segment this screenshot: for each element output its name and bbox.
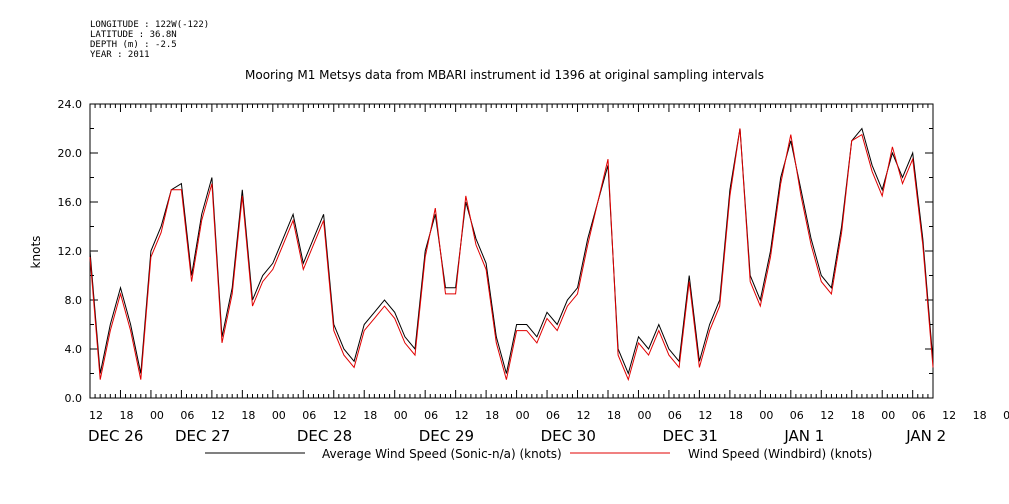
chart-title: Mooring M1 Metsys data from MBARI instru… bbox=[245, 68, 764, 82]
meta-depth: DEPTH (m) : -2.5 bbox=[90, 40, 177, 50]
x-hour-label: 18 bbox=[973, 409, 987, 422]
meta-latitude: LATITUDE : 36.8N bbox=[90, 30, 177, 40]
x-day-label: DEC 29 bbox=[419, 427, 474, 445]
x-hour-label: 00 bbox=[272, 409, 286, 422]
x-hour-label: 12 bbox=[455, 409, 469, 422]
x-hour-label: 12 bbox=[333, 409, 347, 422]
x-day-label: DEC 28 bbox=[297, 427, 352, 445]
y-tick-label: 16.0 bbox=[58, 196, 83, 209]
x-day-label: JAN 1 bbox=[783, 427, 824, 445]
x-day-label: DEC 30 bbox=[541, 427, 596, 445]
x-hour-label: 06 bbox=[912, 409, 926, 422]
meta-year: YEAR : 2011 bbox=[90, 50, 150, 60]
x-day-label: DEC 31 bbox=[662, 427, 717, 445]
x-hour-label: 12 bbox=[942, 409, 956, 422]
y-tick-label: 12.0 bbox=[58, 245, 83, 258]
meta-longitude: LONGITUDE : 122W(-122) bbox=[90, 20, 210, 30]
x-hour-label: 00 bbox=[394, 409, 408, 422]
x-day-label: DEC 26 bbox=[88, 427, 143, 445]
x-hour-label: 12 bbox=[577, 409, 591, 422]
x-hour-label: 18 bbox=[851, 409, 865, 422]
x-hour-label: 12 bbox=[820, 409, 834, 422]
x-hour-label: 18 bbox=[363, 409, 377, 422]
legend-label-average: Average Wind Speed (Sonic-n/a) (knots) bbox=[322, 447, 562, 461]
y-tick-label: 0.0 bbox=[65, 392, 83, 405]
x-hour-label: 06 bbox=[546, 409, 560, 422]
x-hour-label: 18 bbox=[729, 409, 743, 422]
x-hour-label: 06 bbox=[424, 409, 438, 422]
x-hour-label: 06 bbox=[302, 409, 316, 422]
legend-label-windbird: Wind Speed (Windbird) (knots) bbox=[688, 447, 872, 461]
x-hour-label: 00 bbox=[516, 409, 530, 422]
y-tick-label: 24.0 bbox=[58, 98, 83, 111]
x-hour-label: 18 bbox=[119, 409, 133, 422]
x-hour-label: 18 bbox=[241, 409, 255, 422]
x-day-label: DEC 27 bbox=[175, 427, 230, 445]
metadata-block: LONGITUDE : 122W(-122) LATITUDE : 36.8N … bbox=[90, 20, 209, 60]
x-hour-label: 12 bbox=[698, 409, 712, 422]
x-hour-label: 06 bbox=[790, 409, 804, 422]
y-axis-label: knots bbox=[29, 236, 43, 269]
series-average-line bbox=[89, 127, 934, 376]
x-hour-label: 00 bbox=[881, 409, 895, 422]
x-day-label: JAN 2 bbox=[905, 427, 946, 445]
x-hour-label: 12 bbox=[211, 409, 225, 422]
legend: Average Wind Speed (Sonic-n/a) (knots) W… bbox=[205, 447, 872, 461]
y-tick-label: 20.0 bbox=[58, 147, 83, 160]
x-hour-label: 12 bbox=[89, 409, 103, 422]
x-hour-label: 06 bbox=[668, 409, 682, 422]
x-axis: 12 18 00 06 12 18 00 06 12 18 00 06 12 18 00 06 12 18 00 06… bbox=[88, 104, 1009, 445]
series-windbird-line bbox=[89, 128, 934, 382]
x-hour-label: 18 bbox=[607, 409, 621, 422]
x-hour-label: 00 bbox=[637, 409, 651, 422]
y-tick-label: 4.0 bbox=[65, 343, 83, 356]
x-hour-label: 00 bbox=[1003, 409, 1009, 422]
series-group bbox=[89, 127, 934, 382]
x-hour-label: 00 bbox=[759, 409, 773, 422]
y-tick-label: 8.0 bbox=[65, 294, 83, 307]
x-hour-label: 00 bbox=[150, 409, 164, 422]
x-hour-label: 06 bbox=[180, 409, 194, 422]
x-hour-label: 18 bbox=[485, 409, 499, 422]
